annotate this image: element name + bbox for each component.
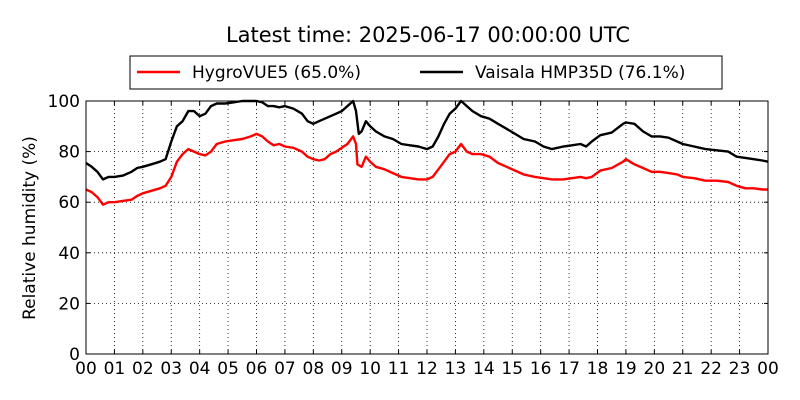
y-tick-label: 20 (58, 294, 80, 314)
x-tick-label: 15 (501, 359, 523, 379)
axis-ticks (85, 100, 769, 355)
plot-frame (85, 100, 769, 355)
y-tick-label: 80 (58, 143, 80, 163)
x-tick-label: 23 (729, 359, 751, 379)
x-tick-label: 16 (530, 359, 552, 379)
x-tick-label: 00 (75, 359, 97, 379)
x-tick-label: 08 (303, 359, 325, 379)
y-tick-label: 100 (48, 92, 80, 112)
x-tick-label: 10 (359, 359, 381, 379)
x-tick-label: 12 (416, 359, 438, 379)
series-group (85, 99, 769, 206)
series-line-hygrovue (85, 132, 768, 206)
legend-label-vaisala: Vaisala HMP35D (76.1%) (475, 63, 685, 83)
x-tick-label: 01 (104, 359, 126, 379)
x-tick-label: 22 (700, 359, 722, 379)
y-axis-label: Relative humidity (%) (20, 136, 40, 320)
x-tick-label: 21 (672, 359, 694, 379)
x-tick-label: 04 (189, 359, 211, 379)
x-tick-label: 11 (388, 359, 410, 379)
y-tick-label: 60 (58, 193, 80, 213)
legend-label-hygrovue: HygroVUE5 (65.0%) (192, 63, 361, 83)
y-tick-labels: 0 20 40 60 80 100 (48, 92, 80, 365)
x-tick-labels: 00 01 02 03 04 05 06 07 08 09 10 11 12 13 14 15 16 17 18 19… (75, 359, 779, 379)
x-tick-label: 03 (160, 359, 182, 379)
legend: HygroVUE5 (65.0%) Vaisala HMP35D (76.1%) (129, 55, 723, 90)
x-tick-label: 02 (132, 359, 154, 379)
x-tick-label: 19 (615, 359, 637, 379)
x-tick-label: 09 (331, 359, 353, 379)
x-tick-label: 05 (217, 359, 239, 379)
chart-title: Latest time: 2025-06-17 00:00:00 UTC (226, 23, 630, 47)
x-tick-label: 18 (587, 359, 609, 379)
grid (86, 101, 768, 354)
y-tick-label: 0 (69, 345, 80, 365)
x-tick-label: 20 (644, 359, 666, 379)
x-tick-label: 14 (473, 359, 495, 379)
series-line-vaisala (85, 99, 769, 181)
y-tick-label: 40 (58, 244, 80, 264)
x-tick-label: 13 (445, 359, 467, 379)
x-tick-label: 06 (246, 359, 268, 379)
x-tick-label: 00 (757, 359, 779, 379)
x-tick-label: 17 (558, 359, 580, 379)
x-tick-label: 07 (274, 359, 296, 379)
